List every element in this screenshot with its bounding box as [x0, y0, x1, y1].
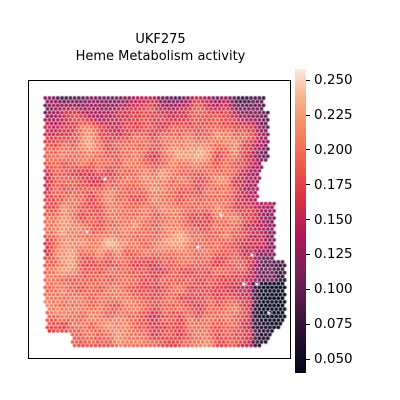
colorbar-tick-label: 0.175	[314, 176, 353, 193]
colorbar-tick-label: 0.100	[314, 281, 353, 298]
colorbar-tick-mark	[306, 253, 310, 255]
colorbar-tick-label: 0.225	[314, 107, 353, 124]
colorbar-tick-label: 0.050	[314, 351, 353, 368]
colorbar-tick-label: 0.250	[314, 72, 353, 89]
chart-title-line2: Heme Metabolism activity	[75, 49, 246, 64]
colorbar-tick-label: 0.200	[314, 141, 353, 158]
colorbar-tick-mark	[306, 79, 310, 81]
colorbar-tick-mark	[306, 114, 310, 116]
colorbar-tick-mark	[306, 184, 310, 186]
colorbar-tick-mark	[306, 219, 310, 221]
spatial-spots	[29, 81, 289, 357]
colorbar-tick-mark	[306, 323, 310, 325]
colorbar-tick-label: 0.125	[314, 246, 353, 263]
colorbar	[295, 69, 306, 373]
colorbar-tick-label: 0.150	[314, 211, 353, 228]
colorbar-tick-mark	[306, 358, 310, 360]
colorbar-tick-label: 0.075	[314, 316, 353, 333]
chart-title-line1: UKF275	[135, 32, 186, 47]
plot-area	[28, 80, 291, 359]
colorbar-tick-mark	[306, 149, 310, 151]
colorbar-tick-mark	[306, 288, 310, 290]
